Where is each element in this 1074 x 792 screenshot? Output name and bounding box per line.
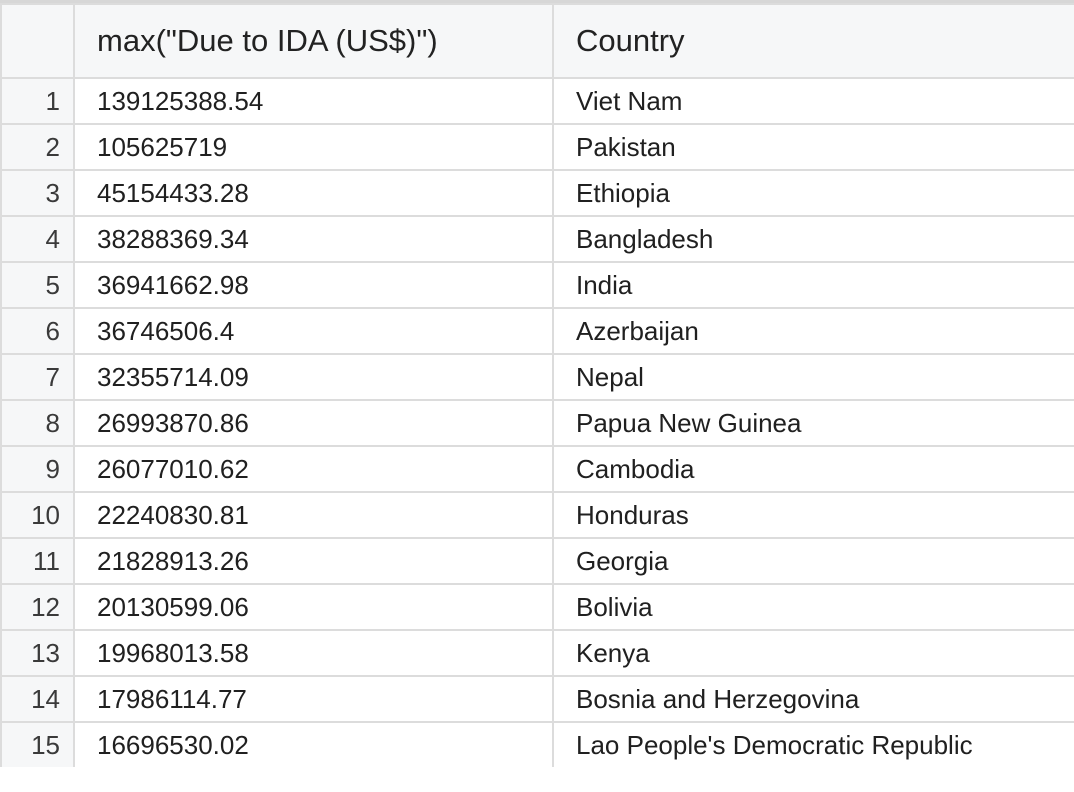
- cell-country[interactable]: Bosnia and Herzegovina: [552, 675, 1074, 723]
- cell-country[interactable]: Ethiopia: [552, 169, 1074, 217]
- cell-country[interactable]: Honduras: [552, 491, 1074, 539]
- results-table: max("Due to IDA (US$)") Country 1 139125…: [0, 3, 1074, 767]
- row-index: 12: [0, 583, 75, 631]
- cell-due-to-ida[interactable]: 16696530.02: [73, 721, 554, 767]
- cell-country[interactable]: Georgia: [552, 537, 1074, 585]
- table-row[interactable]: 14 17986114.77 Bosnia and Herzegovina: [0, 675, 1074, 723]
- row-index: 3: [0, 169, 75, 217]
- cell-due-to-ida[interactable]: 38288369.34: [73, 215, 554, 263]
- cell-due-to-ida[interactable]: 139125388.54: [73, 77, 554, 125]
- header-row: max("Due to IDA (US$)") Country: [0, 3, 1074, 79]
- table-row[interactable]: 1 139125388.54 Viet Nam: [0, 77, 1074, 125]
- column-header-due-to-ida[interactable]: max("Due to IDA (US$)"): [73, 3, 554, 79]
- cell-due-to-ida[interactable]: 22240830.81: [73, 491, 554, 539]
- row-index: 4: [0, 215, 75, 263]
- cell-country[interactable]: Kenya: [552, 629, 1074, 677]
- table-row[interactable]: 13 19968013.58 Kenya: [0, 629, 1074, 677]
- table-row[interactable]: 12 20130599.06 Bolivia: [0, 583, 1074, 631]
- table-row[interactable]: 15 16696530.02 Lao People's Democratic R…: [0, 721, 1074, 767]
- column-header-country[interactable]: Country: [552, 3, 1074, 79]
- table-row[interactable]: 4 38288369.34 Bangladesh: [0, 215, 1074, 263]
- cell-due-to-ida[interactable]: 26077010.62: [73, 445, 554, 493]
- cell-due-to-ida[interactable]: 36941662.98: [73, 261, 554, 309]
- row-index: 14: [0, 675, 75, 723]
- cell-due-to-ida[interactable]: 45154433.28: [73, 169, 554, 217]
- cell-country[interactable]: Azerbaijan: [552, 307, 1074, 355]
- row-index: 13: [0, 629, 75, 677]
- row-index: 8: [0, 399, 75, 447]
- row-index: 1: [0, 77, 75, 125]
- cell-due-to-ida[interactable]: 17986114.77: [73, 675, 554, 723]
- row-index-header: [0, 3, 75, 79]
- cell-due-to-ida[interactable]: 105625719: [73, 123, 554, 171]
- row-index: 7: [0, 353, 75, 401]
- cell-due-to-ida[interactable]: 20130599.06: [73, 583, 554, 631]
- table-row[interactable]: 5 36941662.98 India: [0, 261, 1074, 309]
- cell-country[interactable]: Bangladesh: [552, 215, 1074, 263]
- cell-due-to-ida[interactable]: 21828913.26: [73, 537, 554, 585]
- cell-country[interactable]: India: [552, 261, 1074, 309]
- cell-country[interactable]: Viet Nam: [552, 77, 1074, 125]
- table-row[interactable]: 6 36746506.4 Azerbaijan: [0, 307, 1074, 355]
- cell-country[interactable]: Lao People's Democratic Republic: [552, 721, 1074, 767]
- cell-country[interactable]: Pakistan: [552, 123, 1074, 171]
- row-index: 10: [0, 491, 75, 539]
- table-row[interactable]: 9 26077010.62 Cambodia: [0, 445, 1074, 493]
- cell-due-to-ida[interactable]: 32355714.09: [73, 353, 554, 401]
- table-row[interactable]: 8 26993870.86 Papua New Guinea: [0, 399, 1074, 447]
- row-index: 9: [0, 445, 75, 493]
- row-index: 5: [0, 261, 75, 309]
- row-index: 6: [0, 307, 75, 355]
- cell-country[interactable]: Bolivia: [552, 583, 1074, 631]
- table-row[interactable]: 10 22240830.81 Honduras: [0, 491, 1074, 539]
- table-row[interactable]: 3 45154433.28 Ethiopia: [0, 169, 1074, 217]
- row-index: 15: [0, 721, 75, 767]
- table-row[interactable]: 2 105625719 Pakistan: [0, 123, 1074, 171]
- cell-due-to-ida[interactable]: 26993870.86: [73, 399, 554, 447]
- cell-due-to-ida[interactable]: 19968013.58: [73, 629, 554, 677]
- table-row[interactable]: 11 21828913.26 Georgia: [0, 537, 1074, 585]
- row-index: 11: [0, 537, 75, 585]
- row-index: 2: [0, 123, 75, 171]
- cell-country[interactable]: Nepal: [552, 353, 1074, 401]
- table-row[interactable]: 7 32355714.09 Nepal: [0, 353, 1074, 401]
- cell-due-to-ida[interactable]: 36746506.4: [73, 307, 554, 355]
- cell-country[interactable]: Cambodia: [552, 445, 1074, 493]
- cell-country[interactable]: Papua New Guinea: [552, 399, 1074, 447]
